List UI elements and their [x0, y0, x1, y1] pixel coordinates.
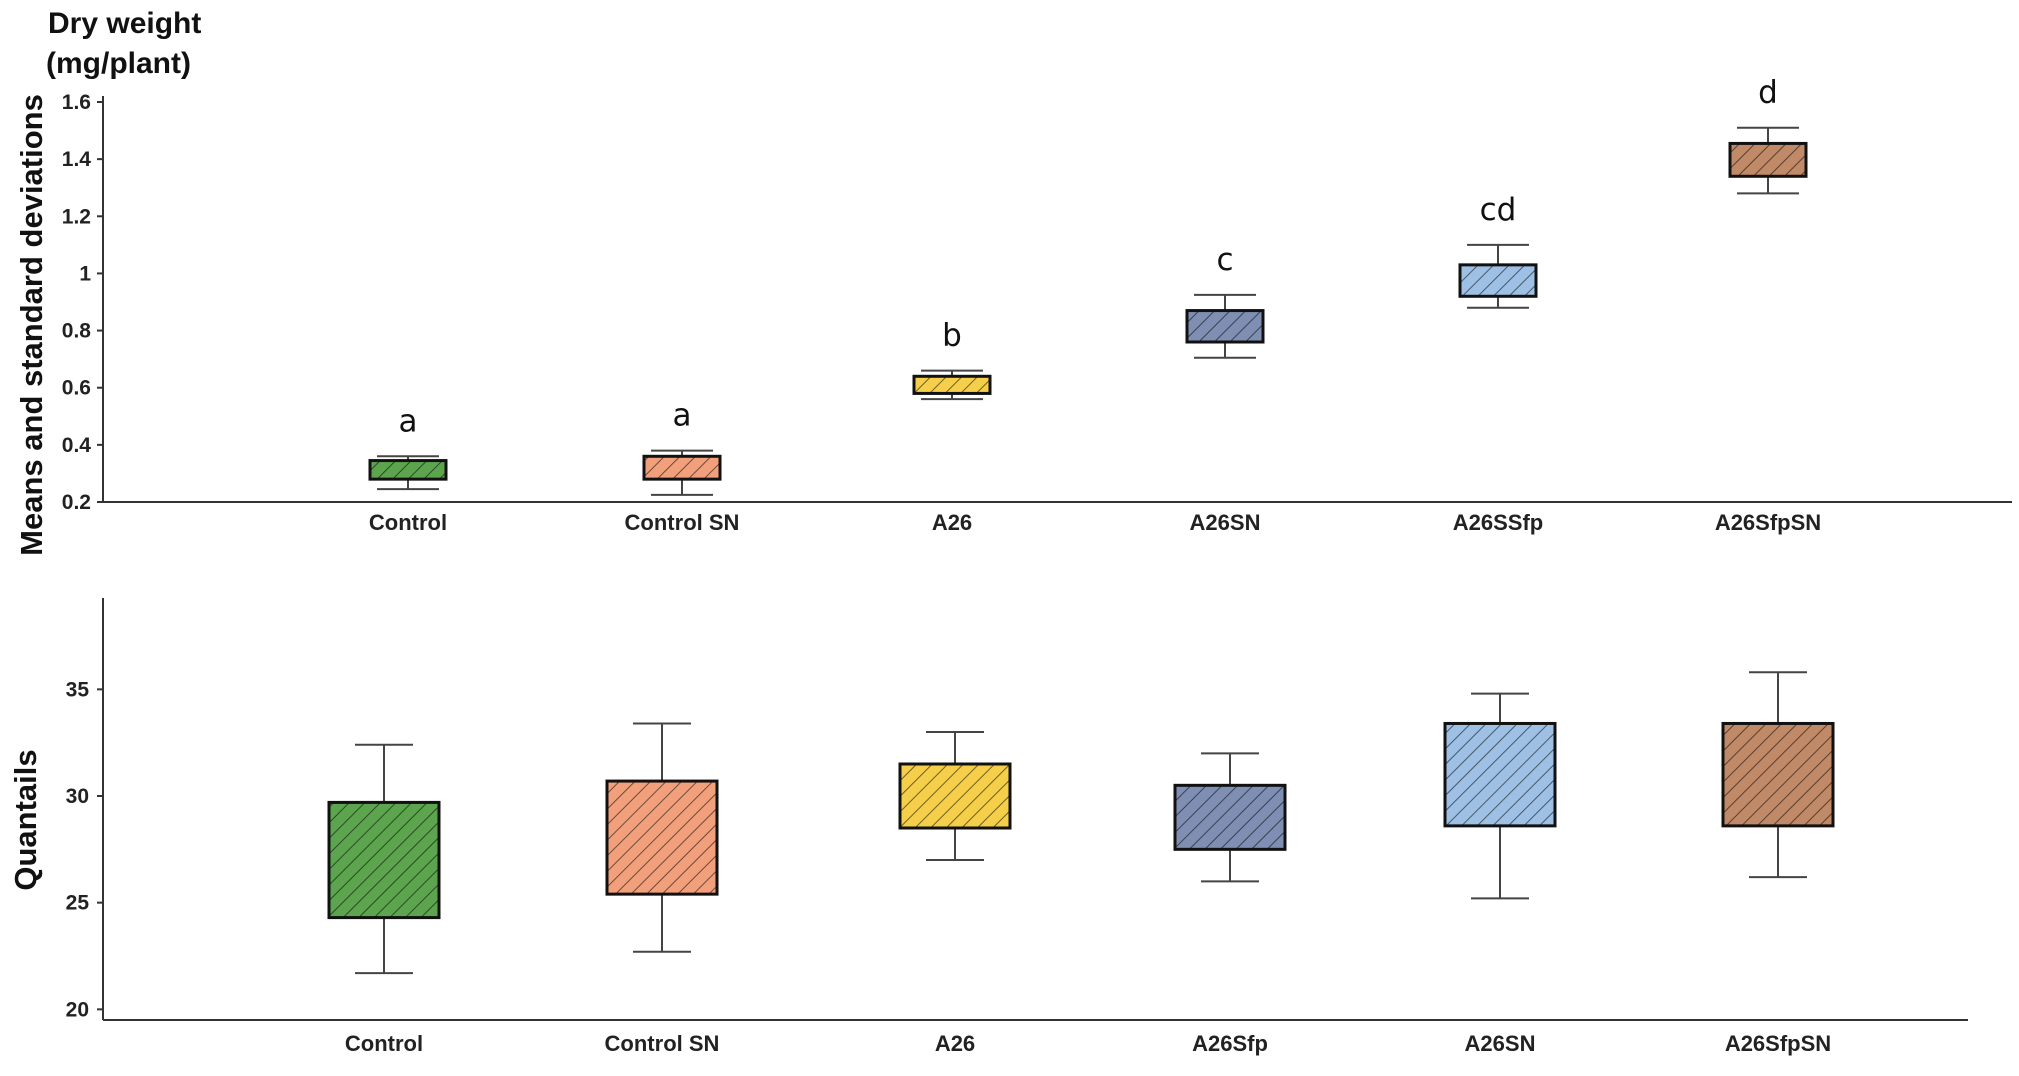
- y-tick-label: 30: [66, 785, 89, 808]
- box-outline: [1443, 721, 1557, 828]
- category-label: A26: [935, 1031, 975, 1056]
- significance-label: c: [1216, 242, 1233, 278]
- box-a26: A26 b: [912, 318, 992, 535]
- bottom-ylabel: Quantails: [8, 749, 43, 890]
- box-control-sn: Control SN a: [625, 398, 740, 535]
- y-tick-label: 1.4: [62, 148, 92, 171]
- category-label: A26SN: [1465, 1031, 1536, 1056]
- box-outline: [1185, 309, 1265, 344]
- y-tick-label: 0.2: [62, 491, 91, 514]
- top-title: Dry weight: [48, 7, 201, 40]
- box-a26ssfp: A26SSfp cd: [1453, 192, 1543, 535]
- box-outline: [1728, 141, 1808, 178]
- box-a26sfpsn: A26SfpSN: [1721, 671, 1835, 1056]
- y-tick-label: 0.6: [62, 377, 91, 400]
- box-control: Control: [327, 743, 441, 1056]
- bottom-panel: 20 25 30 35 Control Control SN A26 A26Sfp A26SN A…: [66, 598, 1968, 1056]
- significance-label: cd: [1480, 192, 1517, 228]
- category-label: Control SN: [625, 510, 740, 535]
- box-outline: [1458, 263, 1538, 298]
- y-tick-label: 0.4: [62, 434, 92, 457]
- significance-label: d: [1758, 75, 1778, 111]
- category-label: A26SfpSN: [1715, 510, 1821, 535]
- y-tick-label: 1: [79, 262, 91, 285]
- box-a26sfpsn: A26SfpSN d: [1715, 75, 1821, 535]
- y-tick-label: 1.6: [62, 91, 91, 114]
- top-title-unit: (mg/plant): [46, 47, 191, 80]
- y-tick-label: 1.2: [62, 205, 91, 228]
- y-tick-label: 25: [66, 892, 90, 915]
- box-a26sfp: A26Sfp: [1173, 752, 1287, 1056]
- box-outline: [368, 459, 448, 481]
- significance-label: a: [399, 403, 418, 439]
- box-control: Control a: [368, 403, 448, 535]
- significance-label: a: [673, 398, 692, 434]
- box-a26sn: A26SN c: [1185, 242, 1265, 535]
- category-label: Control SN: [605, 1031, 720, 1056]
- category-label: A26SSfp: [1453, 510, 1543, 535]
- y-tick-label: 35: [66, 678, 90, 701]
- category-label: A26: [932, 510, 972, 535]
- box-control-sn: Control SN: [605, 722, 720, 1056]
- category-label: Control: [369, 510, 447, 535]
- y-tick-label: 20: [66, 998, 89, 1021]
- top-ylabel: Means and standard deviations: [14, 94, 49, 556]
- box-outline: [1721, 721, 1835, 828]
- box-outline: [912, 374, 992, 395]
- category-label: A26SN: [1190, 510, 1261, 535]
- category-label: A26SfpSN: [1725, 1031, 1831, 1056]
- y-tick-label: 0.8: [62, 320, 92, 343]
- box-outline: [898, 762, 1012, 830]
- significance-label: b: [942, 318, 962, 354]
- box-a26: A26: [898, 731, 1012, 1056]
- category-label: A26Sfp: [1192, 1031, 1268, 1056]
- box-a26sn: A26SN: [1443, 692, 1557, 1056]
- box-outline: [327, 800, 441, 920]
- category-label: Control: [345, 1031, 423, 1056]
- box-outline: [605, 779, 719, 896]
- box-outline: [1173, 783, 1287, 851]
- box-outline: [642, 454, 722, 481]
